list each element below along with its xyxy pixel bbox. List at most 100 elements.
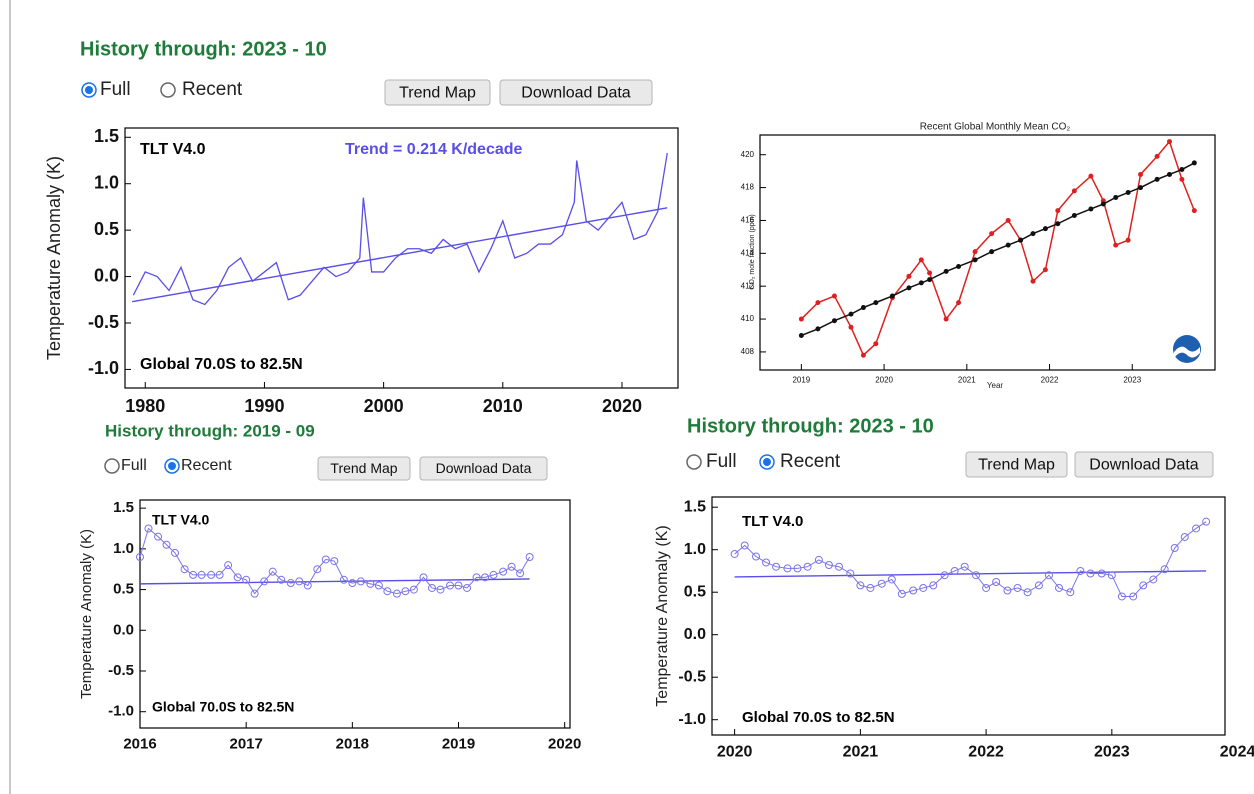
x-tick-label: 2018 [336, 735, 369, 752]
data-point [1179, 176, 1185, 182]
data-point [730, 549, 739, 558]
data-point [303, 581, 312, 590]
y-tick-label: 0.0 [684, 626, 706, 643]
y-tick-label: -0.5 [88, 312, 119, 332]
button[interactable] [419, 456, 548, 481]
data-point [321, 555, 330, 564]
button-label[interactable]: Download Data [1089, 457, 1199, 474]
x-tick-label: 2010 [483, 396, 523, 416]
data-point [1170, 544, 1179, 552]
data-point [927, 270, 933, 276]
data-point [1055, 208, 1061, 214]
data-point [1005, 242, 1011, 248]
data-point [162, 540, 171, 549]
button-label[interactable]: Download Data [521, 85, 631, 102]
x-tick-label: 2022 [968, 744, 1004, 761]
button-label[interactable]: Download Data [436, 460, 532, 476]
button-label[interactable]: Trend Map [330, 460, 397, 476]
data-point [956, 300, 962, 306]
data-point [242, 575, 251, 584]
data-point [856, 581, 865, 590]
data-point [463, 583, 472, 592]
data-point [197, 570, 206, 579]
y-axis-label: Temperature Anomaly (K) [654, 525, 671, 706]
data-point [489, 570, 498, 579]
trend-line [734, 570, 1207, 578]
data-point [1013, 583, 1022, 592]
annotation: TLT V4.0 [140, 141, 206, 158]
data-point [831, 318, 837, 324]
x-tick-label: 2022 [1041, 375, 1059, 384]
data-point [834, 562, 843, 571]
button[interactable] [1074, 451, 1214, 478]
radio-button[interactable] [686, 454, 702, 470]
x-tick-label: 2020 [717, 744, 753, 761]
radio-button[interactable] [160, 82, 176, 98]
button[interactable] [317, 456, 411, 481]
button[interactable] [384, 79, 491, 106]
data-point [454, 581, 463, 590]
x-tick-label: 2020 [875, 375, 893, 384]
data-point [1030, 278, 1036, 284]
data-point [889, 293, 895, 299]
data-point [815, 326, 821, 332]
data-point [1154, 153, 1160, 159]
data-point [848, 324, 854, 330]
button-label[interactable]: Trend Map [399, 85, 476, 102]
data-point [1125, 190, 1131, 196]
data-point [144, 524, 153, 533]
data-point [897, 589, 906, 598]
data-point [1113, 194, 1119, 200]
plot-frame [759, 134, 1216, 371]
data-point [1192, 524, 1201, 533]
data-point [956, 263, 962, 269]
button-label[interactable]: Trend Map [978, 457, 1055, 474]
data-point [929, 581, 938, 590]
data-point [918, 280, 924, 286]
data-point [1066, 588, 1075, 597]
data-point [180, 565, 189, 574]
plot-frame [711, 496, 1226, 736]
data-point [798, 316, 804, 322]
radio-button[interactable] [104, 458, 120, 474]
data-point [295, 577, 304, 586]
data-point [1086, 569, 1095, 578]
data-point [472, 573, 481, 582]
data-point [481, 573, 490, 582]
radio-dot [85, 86, 93, 94]
data-point [918, 257, 924, 263]
y-axis-label: Temperature Anomaly (K) [44, 156, 64, 360]
data-point [815, 300, 821, 306]
y-tick-label: 412 [741, 281, 755, 290]
radio-label: Full [706, 451, 737, 472]
data-point [383, 587, 392, 596]
y-tick-label: 1.5 [113, 499, 134, 516]
data-line [132, 152, 668, 306]
data-point [136, 553, 144, 561]
annotation: TLT V4.0 [152, 512, 210, 528]
x-tick-label: 2024 [1220, 744, 1254, 761]
data-point [1055, 221, 1061, 227]
data-point [427, 583, 436, 592]
radio-label: Recent [182, 79, 243, 100]
panel-title: History through: 2019 - 09 [105, 421, 315, 440]
x-tick-label: 1990 [244, 396, 284, 416]
data-point [419, 573, 428, 582]
data-point [1138, 171, 1144, 177]
radio-dot [763, 458, 771, 466]
data-point [339, 575, 348, 584]
data-point [507, 562, 516, 571]
data-point [215, 570, 224, 579]
data-point [1138, 185, 1144, 191]
button[interactable] [499, 79, 653, 106]
data-point [1202, 517, 1211, 526]
x-tick-label: 2016 [123, 735, 156, 752]
annotation: TLT V4.0 [742, 513, 803, 530]
button[interactable] [965, 451, 1068, 478]
data-point [1023, 588, 1032, 597]
panel-title: History through: 2023 - 10 [687, 415, 934, 437]
data-point [873, 300, 879, 306]
data-point [972, 257, 978, 263]
data-point [950, 566, 959, 575]
